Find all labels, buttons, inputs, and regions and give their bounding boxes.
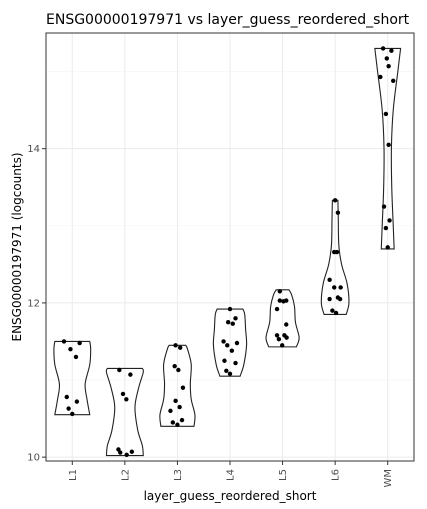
data-point — [179, 417, 185, 423]
x-axis-label: layer_guess_reordered_short — [144, 489, 317, 503]
data-points — [61, 46, 396, 458]
data-point — [234, 340, 240, 346]
data-point — [333, 310, 339, 316]
violins — [53, 47, 402, 457]
violin-l6 — [320, 199, 350, 316]
data-point — [284, 298, 289, 303]
data-point — [383, 225, 389, 231]
x-tick-label: L4 — [226, 469, 237, 481]
data-point — [61, 339, 67, 344]
data-point — [332, 285, 337, 290]
data-point — [338, 285, 343, 290]
data-point — [380, 46, 386, 51]
x-axis: L1 L2 L3 L4 L5 L6 WM — [68, 461, 394, 488]
data-point — [384, 56, 389, 61]
data-point — [175, 422, 180, 427]
data-point — [225, 343, 230, 348]
data-point — [70, 411, 75, 417]
x-tick-label: WM — [383, 469, 394, 488]
x-tick-label: L3 — [173, 469, 184, 481]
data-point — [327, 277, 332, 282]
data-point — [383, 111, 389, 117]
x-tick-label: L6 — [331, 469, 342, 481]
data-point — [66, 406, 71, 411]
violin-l2 — [105, 367, 144, 457]
data-point — [233, 360, 238, 366]
data-point — [276, 336, 282, 342]
data-point — [386, 142, 391, 148]
grid-lines — [46, 33, 414, 461]
data-point — [284, 335, 289, 340]
data-point — [280, 343, 285, 348]
data-point — [124, 452, 129, 458]
data-point — [124, 397, 129, 402]
data-point — [77, 340, 82, 346]
data-point — [118, 450, 123, 455]
data-point — [177, 404, 182, 410]
data-point — [224, 368, 229, 373]
data-point — [387, 218, 392, 223]
data-point — [74, 399, 80, 404]
data-point — [381, 204, 387, 209]
data-point — [327, 296, 332, 302]
y-tick-label: 14 — [27, 144, 40, 155]
chart-title: ENSG00000197971 vs layer_guess_reordered… — [46, 12, 410, 28]
data-point — [274, 333, 280, 338]
data-point — [68, 346, 73, 352]
violin-l5 — [265, 289, 300, 348]
violin-l4 — [212, 308, 248, 377]
data-point — [277, 289, 283, 294]
data-point — [128, 372, 133, 377]
data-point — [227, 371, 233, 377]
data-point — [378, 74, 383, 80]
data-point — [168, 408, 173, 414]
data-point — [274, 306, 280, 312]
data-point — [233, 316, 238, 321]
data-point — [385, 245, 390, 250]
data-point — [173, 398, 178, 404]
data-point — [170, 420, 176, 425]
y-tick-label: 12 — [27, 298, 40, 309]
data-point — [229, 348, 235, 353]
data-point — [227, 306, 233, 312]
data-point — [117, 367, 122, 373]
data-point — [173, 343, 178, 348]
data-point — [335, 210, 341, 215]
data-point — [64, 394, 69, 400]
data-point — [332, 198, 338, 203]
data-point — [230, 321, 235, 326]
data-point — [277, 298, 283, 303]
data-point — [177, 345, 183, 350]
data-point — [334, 249, 340, 255]
data-point — [337, 296, 343, 302]
data-point — [389, 48, 394, 53]
y-axis-label: ENSG00000197971 (logcounts) — [10, 152, 24, 341]
data-point — [225, 319, 231, 325]
data-point — [176, 367, 181, 373]
x-tick-label: L5 — [278, 469, 289, 481]
violin-wm — [374, 47, 402, 250]
x-tick-label: L2 — [120, 469, 131, 481]
data-point — [129, 449, 135, 454]
data-point — [222, 358, 227, 363]
y-tick-label: 10 — [27, 453, 40, 464]
data-point — [120, 391, 126, 397]
data-point — [386, 63, 391, 69]
violin-l3 — [159, 344, 196, 427]
violin-l1 — [53, 340, 92, 416]
y-axis: 10 12 14 — [27, 144, 46, 464]
data-point — [284, 322, 289, 327]
x-tick-label: L1 — [68, 469, 79, 481]
data-point — [391, 78, 396, 84]
data-point — [73, 354, 79, 360]
data-point — [330, 308, 335, 313]
data-point — [172, 363, 177, 369]
data-point — [221, 339, 226, 344]
data-point — [180, 385, 186, 390]
